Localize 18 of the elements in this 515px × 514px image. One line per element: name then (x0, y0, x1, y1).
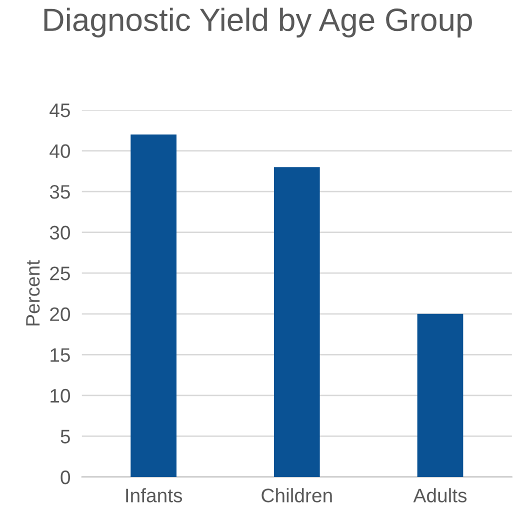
y-axis-title: Percent (26, 260, 40, 326)
bar (417, 314, 464, 477)
y-tick-label: 35 (50, 185, 70, 199)
y-tick-label: 10 (50, 388, 70, 403)
x-tick-label: Children (262, 488, 332, 502)
y-tick-label: 30 (50, 226, 70, 240)
y-tick-label: 0 (60, 470, 70, 484)
y-tick-label: 5 (60, 430, 70, 444)
y-tick-label: 15 (50, 348, 70, 362)
y-tick-label: 20 (50, 307, 70, 322)
y-tick-label: 40 (50, 144, 70, 158)
bar (130, 134, 176, 477)
y-tick-label: 45 (50, 104, 70, 118)
x-tick-label: Infants (126, 488, 182, 502)
chart-title: Diagnostic Yield by Age Group (44, 8, 472, 38)
bar (274, 167, 320, 477)
y-tick-label: 25 (50, 266, 70, 280)
x-tick-label: Adults (413, 488, 467, 502)
